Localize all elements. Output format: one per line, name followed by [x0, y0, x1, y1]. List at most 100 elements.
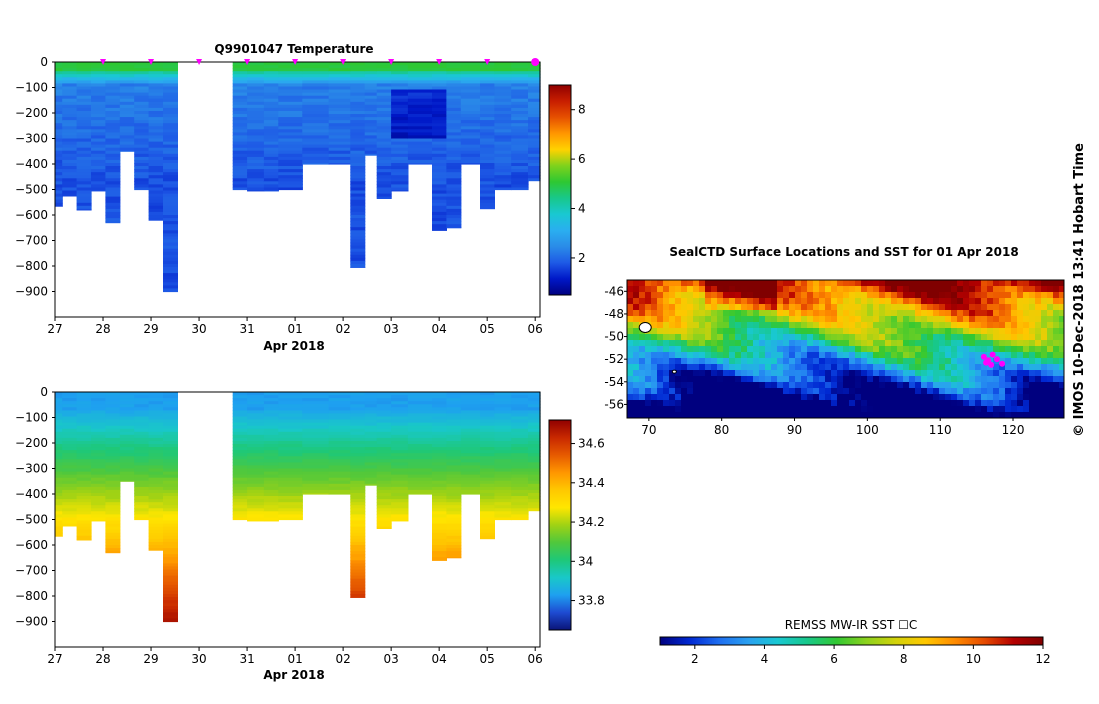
section-cell [407, 465, 433, 470]
section-cell [278, 129, 303, 133]
section-cell [163, 245, 178, 250]
section-cell [511, 462, 529, 467]
section-cell [407, 468, 433, 473]
section-cell [391, 147, 409, 152]
sst-cell [843, 340, 850, 347]
section-cell [134, 120, 150, 124]
section-cell [480, 159, 495, 164]
sst-cell [849, 400, 856, 407]
sst-cell [759, 358, 766, 365]
section-cell [391, 71, 409, 75]
section-cell [76, 184, 92, 189]
section-cell [105, 187, 121, 192]
section-cell [407, 129, 433, 133]
sst-cell [891, 280, 898, 287]
section-cell [528, 71, 541, 75]
section-cell [163, 163, 178, 167]
section-cell [364, 89, 378, 94]
section-cell [55, 428, 63, 433]
sst-cell [633, 352, 640, 359]
section-cell [134, 74, 150, 78]
sst-cell [747, 286, 754, 293]
section-cell [407, 392, 433, 396]
sst-cell [915, 286, 922, 293]
sst-cell [819, 358, 826, 365]
section-cell [528, 395, 541, 399]
sst-cell [741, 292, 748, 299]
section-cell [391, 175, 409, 179]
sst-cell [825, 412, 832, 419]
section-cell [278, 483, 303, 488]
section-cell [480, 95, 495, 100]
section-cell [446, 538, 462, 543]
sst-cell [933, 328, 940, 335]
t-xtick: 04 [432, 322, 447, 336]
section-cell [163, 239, 178, 244]
section-cell [407, 437, 433, 442]
section-cell [163, 441, 178, 445]
sst-cell [945, 370, 952, 377]
sst-cell [1059, 394, 1065, 401]
section-cell [432, 514, 447, 519]
section-cell [76, 511, 92, 515]
sst-cell [753, 412, 760, 419]
section-cell [91, 144, 106, 149]
sst-cell [723, 292, 730, 299]
sst-cell [861, 340, 868, 347]
sst-cell [867, 328, 874, 335]
sst-cell [843, 280, 850, 287]
sst-cell [777, 358, 784, 365]
section-cell [76, 92, 92, 97]
section-cell [350, 437, 366, 442]
section-cell [62, 505, 78, 509]
section-cell [134, 101, 150, 106]
sst-cell [963, 394, 970, 401]
section-cell [494, 71, 512, 75]
section-cell [119, 107, 135, 112]
section-cell [460, 410, 481, 415]
section-cell [263, 437, 279, 442]
section-cell [350, 499, 366, 503]
sst-cell [981, 310, 988, 317]
sst-cell [975, 364, 982, 371]
section-cell [278, 419, 303, 424]
section-cell [163, 535, 178, 540]
sst-cell [933, 316, 940, 323]
section-cell [278, 502, 303, 506]
section-cell [232, 480, 248, 485]
section-cell [480, 437, 495, 442]
sst-cell [915, 370, 922, 377]
section-cell [480, 468, 495, 473]
sst-cell [987, 406, 994, 413]
section-cell [148, 520, 164, 525]
sst-cell [729, 298, 736, 305]
section-cell [528, 68, 541, 72]
section-cell [105, 398, 121, 402]
sst-cell [747, 340, 754, 347]
section-cell [91, 120, 106, 124]
section-cell [148, 431, 164, 436]
sst-cell [705, 286, 712, 293]
section-cell [376, 499, 392, 503]
section-cell [480, 514, 495, 519]
sst-cell [789, 400, 796, 407]
section-cell [350, 166, 366, 170]
section-cell [55, 126, 63, 130]
sst-cell [981, 298, 988, 305]
section-cell [105, 431, 121, 436]
sst-cell [747, 346, 754, 353]
section-cell [62, 422, 78, 427]
section-cell [328, 486, 351, 491]
section-cell [119, 416, 135, 421]
section-cell [328, 398, 351, 402]
sst-cell [831, 334, 838, 341]
t-cb-tick: 4 [578, 202, 586, 216]
section-cell [432, 477, 447, 482]
section-cell [247, 486, 265, 491]
section-cell [511, 175, 529, 179]
section-cell [446, 529, 462, 534]
section-cell [278, 98, 303, 103]
section-cell [76, 428, 92, 433]
section-cell [247, 392, 265, 396]
sst-cell [909, 286, 916, 293]
